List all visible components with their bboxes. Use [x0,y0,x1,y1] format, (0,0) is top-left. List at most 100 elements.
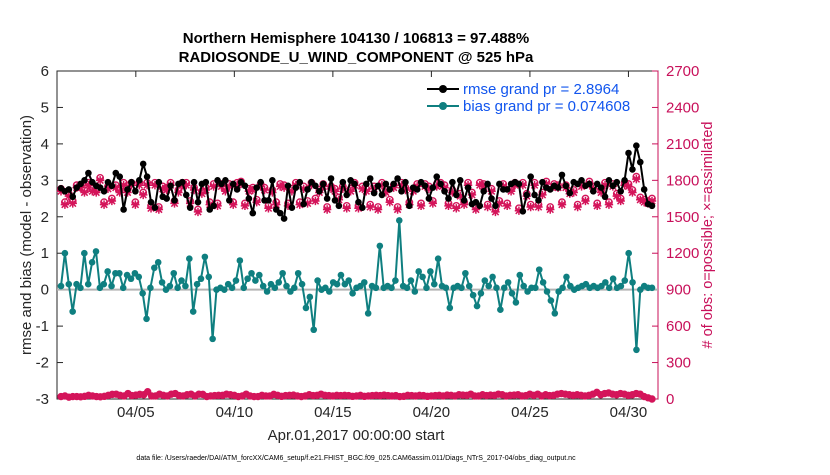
bias-point [423,284,430,292]
x-tick-label: 04/15 [314,404,352,421]
rmse-point [132,187,139,195]
bias-point [81,249,88,257]
rmse-point [406,202,413,210]
obs-assimilated-marker [99,200,109,209]
rmse-point [155,178,163,186]
rmse-point [605,177,613,184]
obs-assimilated-marker [107,196,117,206]
obs-assimilated-marker [628,188,637,197]
obs-assimilated-marker [377,180,387,190]
rmse-point [171,197,178,204]
bias-point [244,275,251,283]
bias-point [209,335,216,343]
bias-point [197,275,205,283]
bias-point [473,302,481,310]
rmse-point [535,197,542,204]
rmse-point [503,186,511,193]
rmse-point [496,180,503,188]
obs-assimilated-marker [193,207,203,217]
rmse-point [351,180,358,188]
obs-assimilated-marker [354,204,363,213]
obs-assimilated-marker [115,188,124,197]
obs-assimilated-marker [467,190,477,200]
rmse-point [288,204,296,211]
rmse-point [488,195,495,202]
rmse-point [539,178,546,186]
bias-point [427,268,434,275]
bias-point [182,282,189,290]
obs-assimilated-marker [573,202,582,212]
bias-point [602,279,609,286]
obs-assimilated-marker [397,180,406,190]
rmse-point [147,198,155,206]
bias-point [302,304,310,312]
bias-point [205,273,213,281]
obs-assimilated-marker [111,183,120,192]
obs-assimilated-marker [557,200,567,209]
bias-point [458,284,465,292]
obs-assimilated-marker [154,205,164,214]
obs-assimilated-marker [268,188,277,197]
obs-assimilated-marker [342,204,351,213]
rmse-point [81,177,88,184]
obs-assimilated-marker [428,199,438,208]
rmse-point [331,197,339,204]
obs-assimilated-marker [252,198,261,207]
obs-assimilated-marker [432,182,441,191]
rmse-point [319,180,327,188]
bias-point [469,291,477,299]
obs-assimilated-marker [632,174,641,184]
y-right-tick-label: 0 [666,391,674,408]
rmse-point [429,184,437,191]
obs-assimilated-marker [68,199,77,208]
legend-bias-marker [439,102,447,110]
legend: rmse grand pr = 2.8964 bias grand pr = 0… [427,81,630,115]
obs-assimilated-marker [365,202,375,212]
rmse-point [562,182,570,190]
obs-assimilated-marker [581,196,590,206]
bias-point [252,277,259,284]
obs-assimilated-marker [479,182,488,191]
rmse-point [558,171,566,179]
rmse-point [640,186,648,193]
rmse-point [202,178,210,186]
rmse-point [449,178,456,186]
rmse-point [527,173,534,180]
obs-assimilated-marker [502,201,512,211]
rmse-point [578,177,585,184]
obs-assimilated-marker [495,199,504,208]
bias-point [605,284,613,292]
rmse-point [280,215,288,222]
bias-point [411,288,419,295]
bias-point [625,249,632,257]
obs-assimilated-marker [201,185,211,195]
bias-point [275,279,283,286]
rmse-point [433,173,441,180]
left-axis: -3 -2 -1 0 1 2 3 4 5 6 [36,63,63,408]
obs-assimilated-marker [303,199,312,208]
rmse-point [617,187,624,195]
obs-assimilated-marker [518,180,528,190]
rmse-point [492,202,499,210]
rmse-point [382,180,390,188]
bias-point [360,279,368,286]
bias-point [236,257,244,264]
rmse-point [85,169,92,177]
obs-assimilated-marker [229,200,238,209]
bias-point [61,249,69,257]
rmse-point [421,182,429,190]
y-right-tick-label: 600 [666,318,691,335]
rmse-point [597,184,605,191]
rmse-point [453,191,460,199]
rmse-point [362,180,370,188]
rmse-point [484,180,491,188]
obs-assimilated-marker [459,200,469,209]
bias-point [481,277,489,284]
obs-assimilated-marker [636,195,645,204]
bias-point [294,269,302,277]
obs-assimilated-marker [475,180,484,190]
obs-assimilated-marker [322,205,332,214]
obs-assimilated-marker [60,200,70,209]
bias-point [283,282,290,290]
